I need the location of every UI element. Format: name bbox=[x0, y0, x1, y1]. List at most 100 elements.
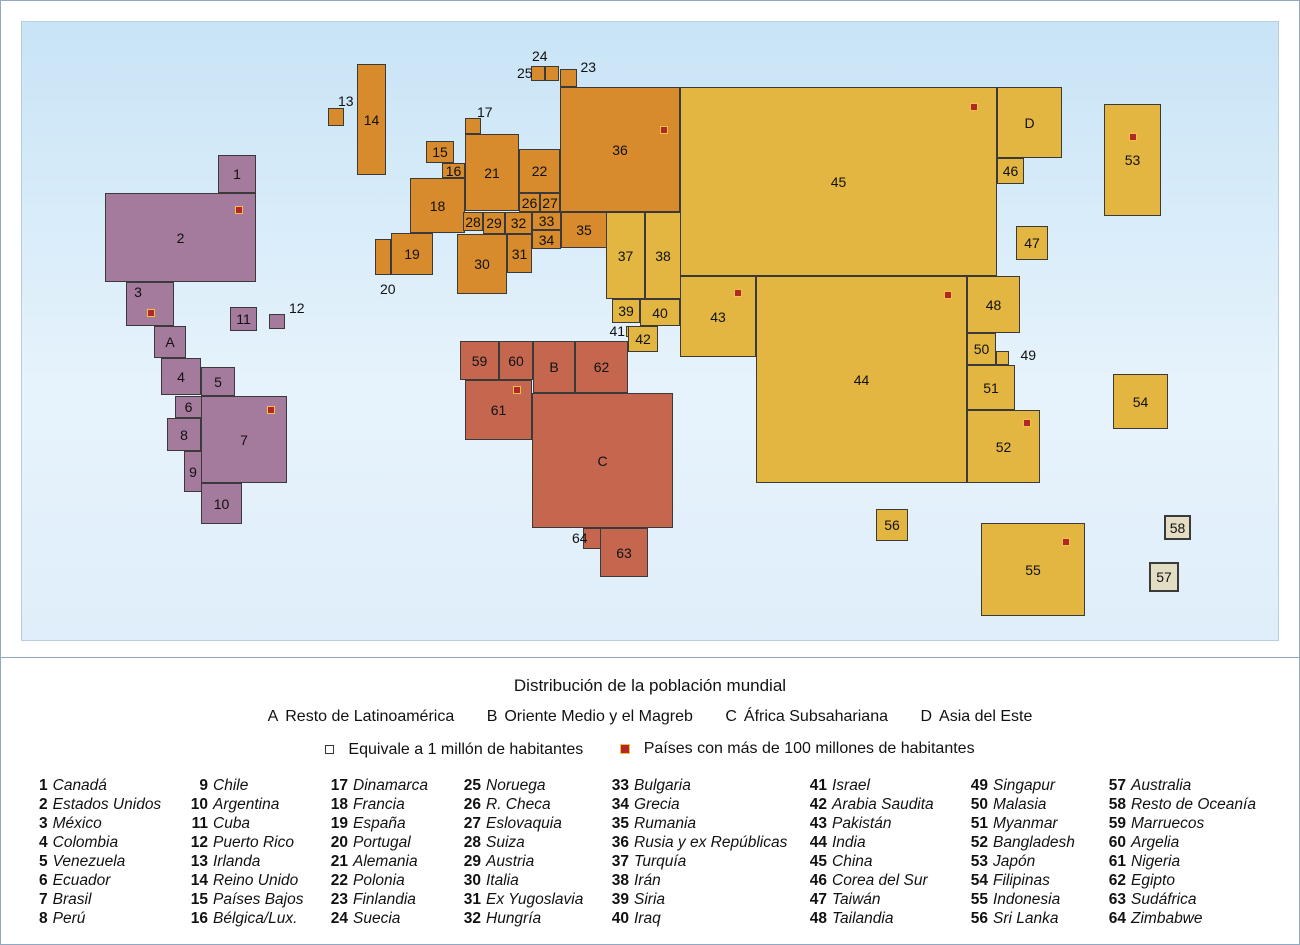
country-name: Corea del Sur bbox=[832, 872, 928, 889]
country-box-57: 57 bbox=[1149, 562, 1179, 592]
country-name: Indonesia bbox=[993, 891, 1061, 908]
country-name: Marruecos bbox=[1131, 815, 1205, 832]
country-name: Noruega bbox=[486, 777, 546, 794]
country-name: Italia bbox=[486, 872, 519, 889]
country-number: 62 bbox=[1108, 872, 1126, 889]
country-name: Filipinas bbox=[993, 872, 1050, 889]
country-box-9: 9 bbox=[184, 451, 202, 492]
country-number-label: 38 bbox=[655, 247, 671, 264]
country-number: 32 bbox=[463, 910, 481, 927]
country-list-column: 25 Noruega 26 R. Checa 27 Eslovaquia 28 Suiza 29… bbox=[459, 776, 584, 928]
population-marker-icon bbox=[1023, 419, 1031, 427]
country-box-39: 39 bbox=[612, 299, 640, 323]
country-name: Brasil bbox=[52, 891, 92, 908]
country-list-item: 49 Singapur bbox=[966, 776, 1075, 795]
country-list-item: 60 Argelia bbox=[1104, 833, 1256, 852]
country-box-55: 55 bbox=[981, 523, 1085, 616]
country-name: Puerto Rico bbox=[213, 834, 294, 851]
country-number-label: A bbox=[165, 334, 175, 350]
country-box-6: 6 bbox=[175, 396, 202, 418]
country-list-item: 58 Resto de Oceanía bbox=[1104, 795, 1256, 814]
country-number-label: 43 bbox=[710, 308, 726, 325]
country-name: Colombia bbox=[52, 834, 119, 851]
country-name: Pakistán bbox=[832, 815, 892, 832]
region-a-entry: A Resto de Latinoamérica bbox=[268, 708, 455, 725]
country-number-label: 21 bbox=[484, 164, 500, 181]
country-box-11: 11 bbox=[230, 307, 257, 331]
country-name: México bbox=[52, 815, 102, 832]
country-number: 10 bbox=[190, 796, 208, 813]
region-box-a: A bbox=[154, 326, 186, 358]
country-number: 52 bbox=[970, 834, 988, 851]
country-name: Rumania bbox=[634, 815, 697, 832]
country-number-label: 62 bbox=[593, 359, 610, 375]
country-list-item: 25 Noruega bbox=[459, 776, 583, 795]
country-number-label: 46 bbox=[1002, 163, 1019, 179]
population-marker-icon bbox=[235, 206, 243, 214]
country-number: 55 bbox=[970, 891, 988, 908]
country-name: Estados Unidos bbox=[52, 796, 162, 813]
country-box-12 bbox=[269, 314, 285, 329]
region-box-b: B bbox=[533, 341, 575, 393]
country-number-label: 2 bbox=[176, 229, 185, 246]
country-list-item: 1 Canadá bbox=[39, 776, 161, 795]
country-list-item: 24 Suecia bbox=[326, 909, 428, 928]
country-number-label: 58 bbox=[1169, 519, 1186, 536]
country-number: 22 bbox=[330, 872, 348, 889]
country-box-48: 48 bbox=[967, 276, 1020, 333]
country-name: Sudáfrica bbox=[1131, 891, 1197, 908]
country-name: Tailandia bbox=[832, 910, 894, 927]
country-box-2: 2 bbox=[105, 193, 256, 282]
country-number-label: 11 bbox=[236, 311, 251, 327]
country-number: 1 bbox=[39, 777, 48, 794]
country-number: 15 bbox=[190, 891, 208, 908]
country-list-item: 10 Argentina bbox=[186, 795, 303, 814]
country-name: Alemania bbox=[353, 853, 418, 870]
country-number-label: 55 bbox=[1025, 561, 1041, 578]
region-box-d: D bbox=[997, 87, 1062, 158]
country-name: R. Checa bbox=[486, 796, 551, 813]
country-box-8: 8 bbox=[167, 418, 201, 451]
country-list-item: 50 Malasia bbox=[966, 795, 1075, 814]
region-label: Asia del Este bbox=[939, 708, 1033, 725]
country-box-47: 47 bbox=[1016, 226, 1048, 260]
country-box-21: 21 bbox=[465, 134, 519, 211]
country-box-35: 35 bbox=[561, 212, 607, 248]
country-number-label: 50 bbox=[973, 341, 990, 357]
country-number: 23 bbox=[330, 891, 348, 908]
country-number-label: 23 bbox=[580, 59, 597, 75]
country-list-column: 41 Israel 42 Arabia Saudita 43 Pakistán 44 Indi… bbox=[805, 776, 934, 928]
country-number-label: 25 bbox=[517, 64, 533, 81]
country-box-30: 30 bbox=[457, 234, 507, 294]
country-number: 31 bbox=[463, 891, 481, 908]
country-number: 2 bbox=[39, 796, 48, 813]
country-list-column: 49 Singapur 50 Malasia 51 Myanmar 52 Bangladesh… bbox=[966, 776, 1075, 928]
country-number: 17 bbox=[330, 777, 348, 794]
country-box-20 bbox=[375, 239, 391, 275]
country-number-label: 35 bbox=[576, 222, 592, 238]
country-list-item: 8 Perú bbox=[39, 909, 161, 928]
population-marker-icon bbox=[944, 291, 952, 299]
country-box-54: 54 bbox=[1113, 374, 1168, 429]
country-name: Zimbabwe bbox=[1131, 910, 1203, 927]
country-number: 60 bbox=[1108, 834, 1126, 851]
country-list-item: 61 Nigeria bbox=[1104, 852, 1256, 871]
country-name: Iraq bbox=[634, 910, 661, 927]
country-number: 26 bbox=[463, 796, 481, 813]
country-list-item: 63 Sudáfrica bbox=[1104, 890, 1256, 909]
country-number: 38 bbox=[611, 872, 629, 889]
country-box-4: 4 bbox=[161, 358, 201, 395]
country-name: Argentina bbox=[213, 796, 280, 813]
country-number-label: 24 bbox=[532, 47, 548, 64]
country-list-column: 9 Chile 10 Argentina 11 Cuba 12 Puerto Rico 13 Ir… bbox=[186, 776, 304, 928]
country-box-56: 56 bbox=[876, 509, 908, 541]
country-number-label: 42 bbox=[635, 331, 651, 347]
country-box-43: 43 bbox=[680, 276, 756, 357]
country-box-16: 16 bbox=[442, 163, 465, 179]
country-name: Francia bbox=[353, 796, 405, 813]
country-box-29: 29 bbox=[483, 212, 505, 234]
country-box-32: 32 bbox=[505, 212, 532, 234]
country-list-item: 36 Rusia y ex Repúblicas bbox=[607, 833, 788, 852]
country-number-label: 48 bbox=[985, 296, 1002, 313]
country-list-item: 27 Eslovaquia bbox=[459, 814, 583, 833]
